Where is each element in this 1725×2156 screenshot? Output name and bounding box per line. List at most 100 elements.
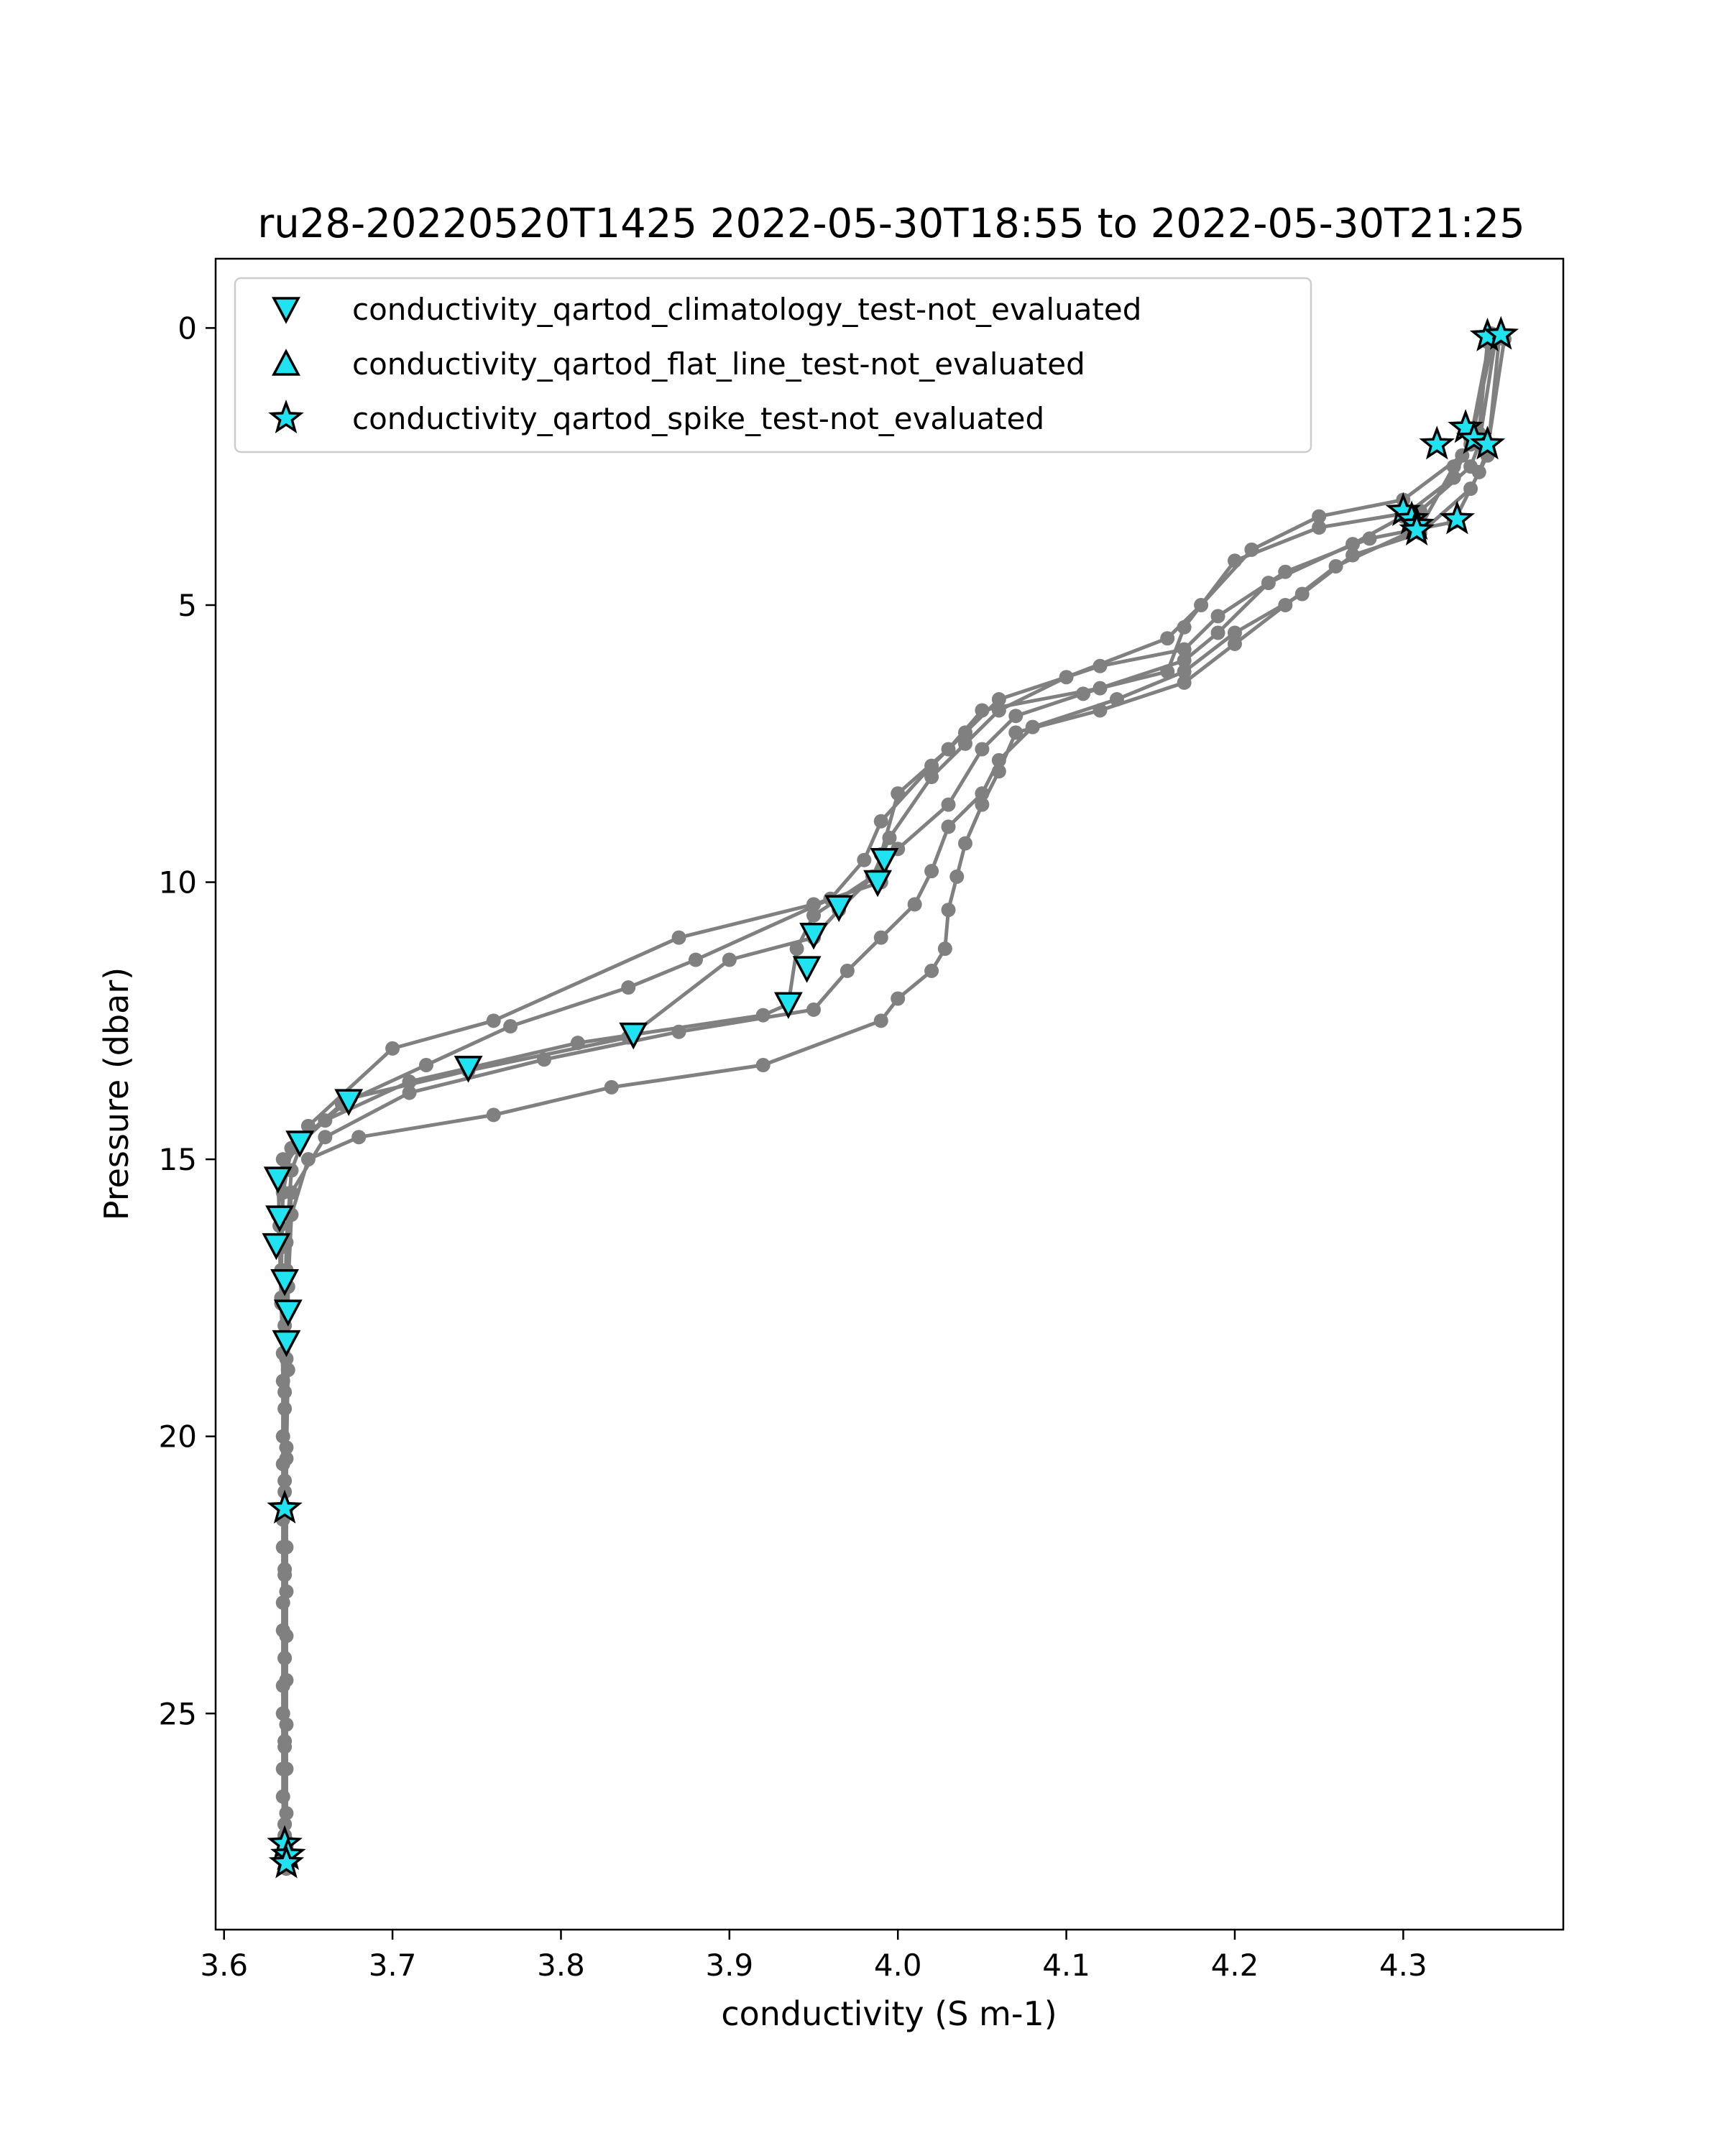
triangle-down-marker-1	[870, 847, 899, 875]
profile-2-point-7	[1210, 609, 1225, 624]
triangle-down-marker-15	[273, 1299, 303, 1327]
profile-3-point-17	[722, 952, 737, 967]
triangle-down-marker-11	[263, 1166, 293, 1194]
profile-6-point-23	[351, 1130, 367, 1145]
profile-5-point-13	[941, 819, 956, 834]
profile-4-point-15	[806, 908, 822, 923]
profile-3-point-6	[1244, 542, 1259, 557]
profile-6-point-18	[891, 991, 906, 1006]
star-marker-5	[1469, 425, 1506, 460]
triangle-down-marker-14	[270, 1269, 300, 1296]
profile-6-point-8	[1177, 675, 1192, 690]
profile-4-point-22	[275, 1152, 290, 1167]
triangle-down-marker-6	[773, 992, 803, 1019]
profile-2-point-19	[418, 1058, 433, 1073]
legend: conductivity_qartod_climatology_test-not…	[234, 277, 1312, 453]
profile-6-point-17	[924, 963, 939, 978]
profile-5-point-17	[840, 963, 855, 978]
profile-2-point-11	[957, 725, 972, 740]
profile-5-point-3	[1463, 482, 1478, 497]
profile-4-point-19	[570, 1036, 585, 1051]
profile-6-point-13	[957, 836, 972, 851]
profile-6-point-19	[873, 1013, 888, 1028]
profile-5-point-16	[873, 930, 888, 945]
triangle-down-marker-3	[824, 895, 854, 922]
y-tick-label-3: 10	[159, 865, 197, 900]
triangle-down-marker-4	[799, 923, 828, 950]
profile-3-point-13	[882, 830, 897, 845]
profile-1-point-5	[1312, 520, 1327, 535]
profile-2-point-16	[688, 952, 703, 967]
profile-5-point-7	[1227, 625, 1242, 640]
profile-6-point-6	[1278, 597, 1293, 612]
y-axis-label: Pressure (dbar)	[97, 967, 136, 1220]
x-tick-label-5: 4.0	[874, 1948, 922, 1983]
profile-1-point-18	[385, 1041, 400, 1056]
x-tick-label-8: 4.3	[1379, 1948, 1427, 1983]
profile-3-point-5	[1312, 509, 1327, 524]
profile-6-point-27	[280, 1363, 295, 1378]
triangle-down-marker-2	[863, 870, 893, 898]
profile-6-point-21	[604, 1079, 619, 1095]
profile-5-point-8	[1177, 664, 1192, 679]
profile-4-point-7	[1210, 625, 1225, 640]
triangle-down-marker-5	[792, 956, 822, 983]
profile-1-point-17	[486, 1013, 501, 1028]
x-tick-label-6: 4.1	[1042, 1948, 1090, 1983]
profile-3-point-8	[1160, 631, 1175, 646]
legend-label-3: conductivity_qartod_spike_test-not_evalu…	[352, 401, 1044, 436]
profile-6-point-10	[1008, 725, 1024, 740]
profile-4-point-5	[1346, 537, 1361, 552]
profile-5-point-15	[907, 897, 922, 912]
profile-5-point-23	[284, 1185, 299, 1200]
profile-6-point-5	[1328, 558, 1343, 573]
profile-2-point-13	[873, 814, 888, 829]
star-marker-6	[1419, 425, 1455, 460]
profile-5-point-19	[671, 1024, 686, 1039]
profile-3-point-9	[1059, 670, 1074, 685]
triangle-down-marker-10	[285, 1130, 315, 1158]
profile-6-point-11	[991, 764, 1006, 779]
star-marker-10	[1399, 511, 1435, 545]
profile-6-point-3	[1446, 459, 1461, 474]
profile-6-point-29	[279, 1539, 294, 1554]
profile-5-point-14	[924, 864, 939, 879]
y-tick-label-4: 15	[159, 1142, 197, 1177]
star-marker-12	[267, 1489, 303, 1524]
profile-6-point-16	[937, 941, 952, 957]
profile-6-point-20	[755, 1058, 770, 1073]
chart-title: ru28-20220520T1425 2022-05-30T18:55 to 2…	[257, 201, 1524, 247]
profile-3-point-10	[991, 703, 1006, 718]
profile-2-point-12	[924, 758, 939, 773]
legend-marker-3	[268, 400, 304, 434]
profile-2-point-8	[1177, 642, 1192, 657]
triangle-down-marker-16	[272, 1330, 301, 1358]
profile-5-point-20	[537, 1052, 552, 1067]
profile-2-point-14	[857, 852, 872, 867]
profile-2-point-10	[991, 692, 1006, 707]
legend-marker-2	[272, 349, 300, 376]
legend-marker-1	[272, 297, 300, 324]
x-axis-label: conductivity (S m-1)	[721, 1994, 1057, 2033]
x-tick-label-1: 3.6	[200, 1948, 248, 1983]
profile-4-point-21	[318, 1113, 333, 1128]
triangle-down-marker-13	[262, 1233, 291, 1261]
x-axis: 3.6 3.7 3.8 3.9 4.0 4.1 4.2 4.3	[200, 1930, 1427, 1983]
plot-frame	[214, 257, 1565, 1931]
x-tick-label-7: 4.2	[1211, 1948, 1259, 1983]
profile-3-point-11	[957, 736, 972, 751]
profile-6-point-14	[949, 869, 965, 884]
triangle-down-marker-8	[454, 1056, 483, 1083]
profile-6-point-32	[279, 1806, 294, 1821]
x-tick-label-2: 3.7	[369, 1948, 417, 1983]
star-marker-2	[1483, 315, 1519, 350]
y-tick-label-5: 20	[159, 1419, 197, 1455]
star-marker-11	[1439, 500, 1476, 535]
profile-6-point-30	[279, 1628, 294, 1644]
triangle-down-marker-7	[619, 1022, 648, 1050]
x-tick-label-3: 3.8	[537, 1948, 585, 1983]
profile-2-point-18	[503, 1019, 518, 1034]
profile-3-point-7	[1194, 597, 1209, 612]
